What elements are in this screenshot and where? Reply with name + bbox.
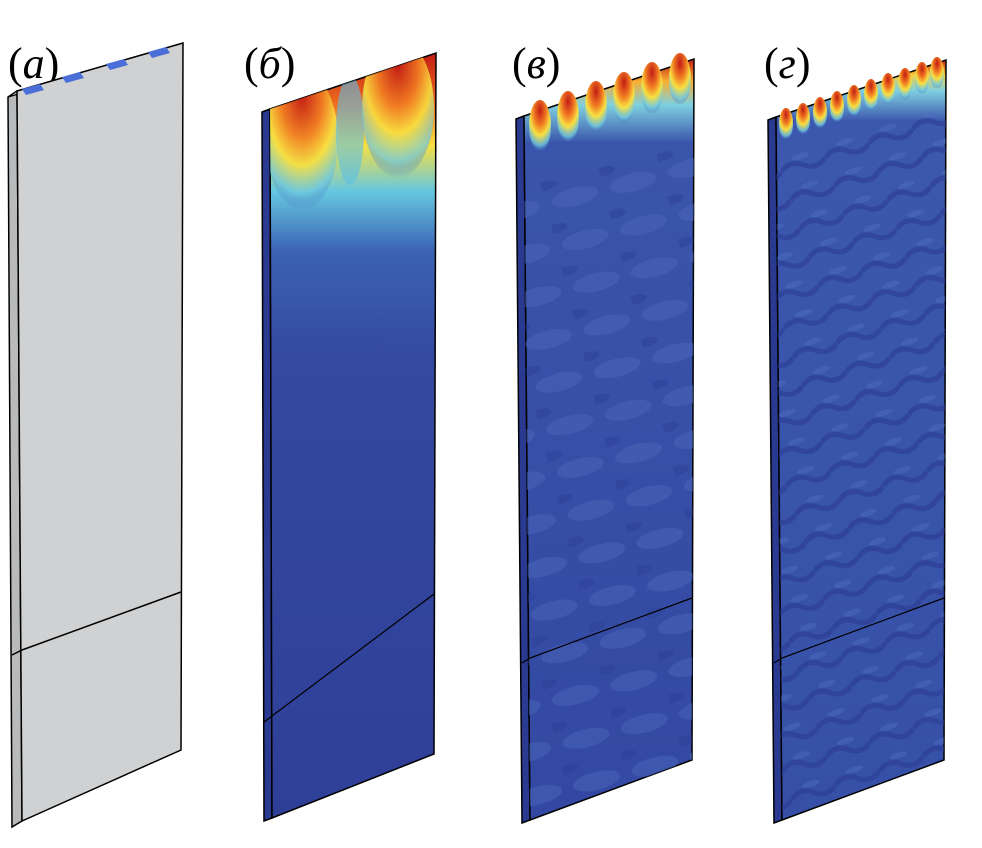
panel-c-label: (в) bbox=[512, 39, 561, 88]
panel-d-plate bbox=[767, 57, 947, 825]
panel-a-letter: а bbox=[22, 39, 45, 88]
panel-b-label: (б) bbox=[244, 39, 296, 88]
panel-b-field-lobes bbox=[270, 53, 434, 210]
electrode bbox=[22, 84, 44, 95]
panel-a-front-face bbox=[16, 42, 184, 823]
panel-b-plate bbox=[261, 51, 437, 823]
panel-c-mottle bbox=[524, 130, 694, 820]
panel-a-plate bbox=[7, 42, 184, 829]
electrode bbox=[106, 59, 128, 70]
panel-b-letter: б bbox=[258, 39, 281, 88]
panel-c-section-line bbox=[521, 597, 693, 664]
electrode bbox=[148, 47, 170, 58]
panel-d-label: (г) bbox=[764, 39, 811, 88]
panel-c-letter: в bbox=[526, 39, 546, 88]
panel-d-mottle bbox=[776, 104, 946, 820]
panel-a-label: (а) bbox=[8, 39, 60, 88]
panel-d-section-line bbox=[773, 597, 945, 664]
electrode bbox=[62, 72, 84, 83]
panel-c-field-lobes bbox=[529, 53, 691, 152]
panel-a-section-line bbox=[11, 591, 182, 656]
panel-a-electrodes bbox=[22, 47, 170, 95]
panel-b-section-line bbox=[263, 593, 435, 723]
panel-d-letter: г bbox=[778, 39, 796, 88]
panel-d-field-lobes bbox=[779, 57, 944, 140]
panel-b-front-face bbox=[269, 51, 437, 820]
panel-c-plate bbox=[515, 53, 695, 825]
